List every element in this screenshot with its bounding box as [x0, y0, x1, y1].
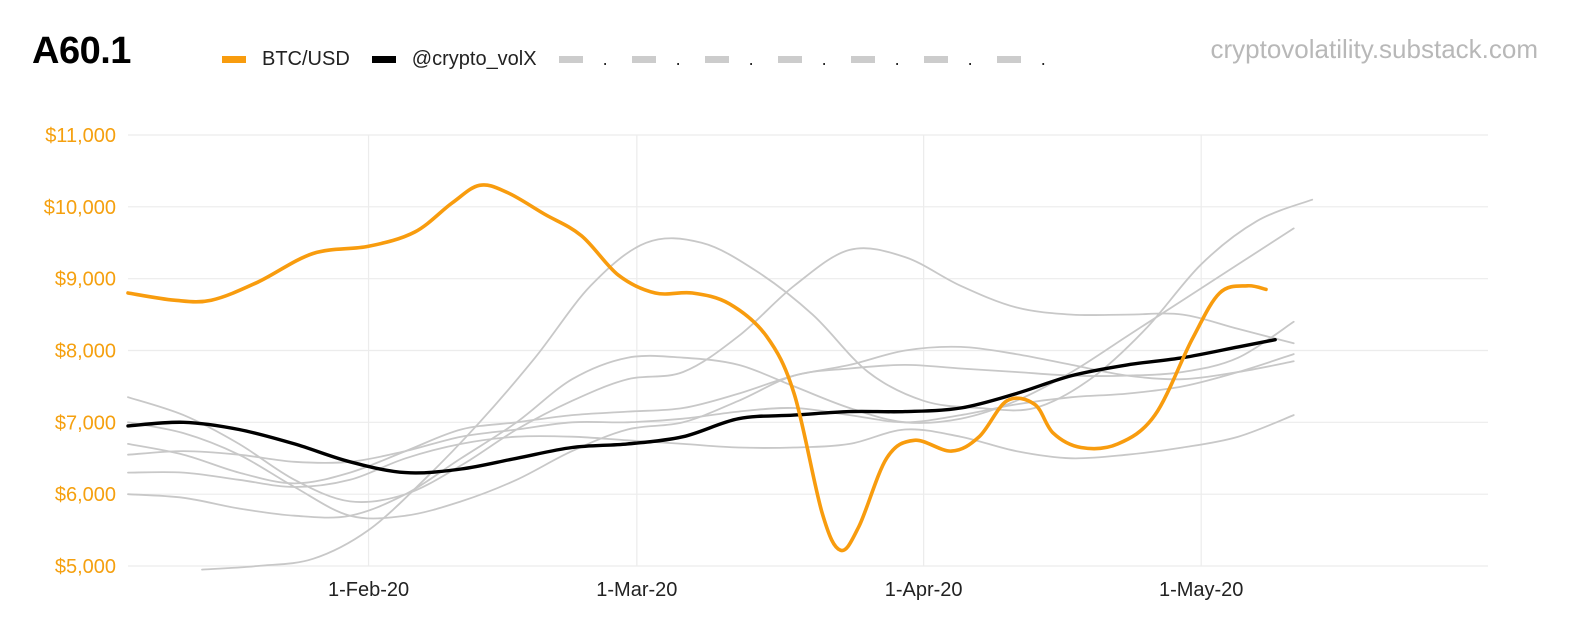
- legend-item-8: .: [923, 48, 973, 70]
- legend-swatch: [996, 55, 1021, 63]
- legend-swatch: [923, 55, 948, 63]
- y-tick-label: $10,000: [44, 197, 116, 219]
- legend-item-5: .: [704, 48, 754, 70]
- legend-label: @crypto_volX: [411, 47, 537, 70]
- grid: [128, 134, 1488, 567]
- legend-label: BTC/USD: [262, 47, 350, 70]
- x-tick-label: 1-Mar-20: [596, 579, 677, 601]
- y-tick-label: $8,000: [55, 341, 116, 363]
- legend-item-9: .: [996, 48, 1046, 70]
- legend-item-6: .: [777, 48, 827, 70]
- x-tick-label: 1-Apr-20: [885, 579, 963, 601]
- x-axis: 1-Feb-20 1-Mar-20 1-Apr-20 1-May-20: [328, 579, 1243, 601]
- y-tick-label: $11,000: [45, 125, 116, 147]
- x-tick-label: 1-May-20: [1159, 579, 1243, 601]
- legend-label: .: [675, 48, 681, 69]
- series-line-path-1: [201, 198, 1314, 571]
- legend-label: .: [602, 48, 608, 69]
- series-layer: [126, 183, 1314, 571]
- source-label: cryptovolatility.substack.com: [1210, 34, 1538, 64]
- series-line-path-3: [127, 247, 1295, 503]
- legend-item-7: .: [850, 48, 900, 70]
- series-line-path-5: [127, 414, 1295, 488]
- legend-label: .: [894, 48, 900, 69]
- y-tick-label: $5,000: [55, 556, 116, 578]
- legend-swatch: [558, 55, 583, 63]
- legend-swatch: [777, 55, 802, 63]
- y-tick-label: $6,000: [55, 484, 116, 506]
- legend-item-2: @crypto_volX: [371, 47, 537, 71]
- series-line-path-2: [127, 227, 1295, 519]
- legend: BTC/USD @crypto_volX.......: [222, 44, 1070, 74]
- series-line-path-7: [127, 320, 1295, 520]
- legend-item-1: BTC/USD: [222, 48, 350, 71]
- legend-swatch: [371, 55, 396, 63]
- y-tick-label: $7,000: [55, 412, 116, 434]
- legend-swatch: [631, 55, 656, 63]
- series-line-btc-usd: [126, 183, 1268, 553]
- series-line-crypto-volx: [126, 338, 1277, 475]
- legend-item-3: .: [558, 48, 608, 70]
- legend-item-4: .: [631, 48, 681, 70]
- x-tick-label: 1-Feb-20: [328, 579, 409, 601]
- legend-label: .: [821, 48, 827, 69]
- legend-swatch: [850, 55, 875, 63]
- legend-swatch: [222, 55, 246, 63]
- legend-label: .: [1040, 48, 1046, 69]
- y-axis: $5,000 $6,000 $7,000 $8,000 $9,000 $10,000 $11…: [44, 125, 116, 578]
- legend-label: .: [748, 48, 754, 69]
- legend-label: .: [967, 48, 973, 69]
- series-line-path-6: [127, 353, 1295, 464]
- chart-title: A60.1: [32, 30, 131, 72]
- y-tick-label: $9,000: [55, 269, 116, 291]
- legend-swatch: [704, 55, 729, 63]
